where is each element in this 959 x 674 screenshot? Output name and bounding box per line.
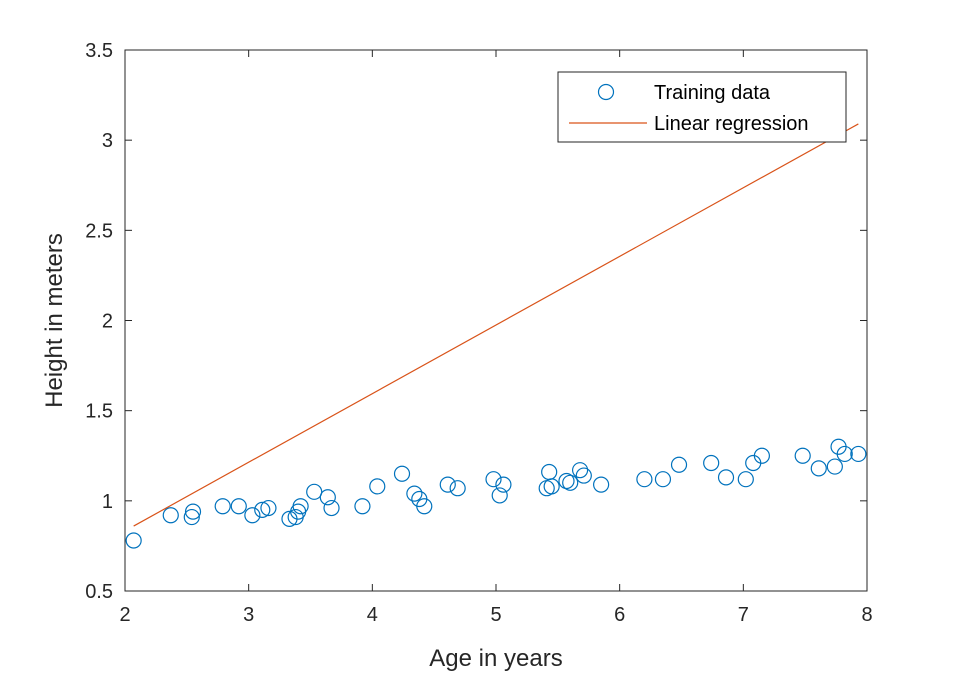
data-point [323,499,340,517]
data-point [230,498,247,515]
y-tick-label: 2.5 [85,220,113,242]
legend-entry-label: Linear regression [654,113,809,135]
data-point [670,456,688,473]
y-tick-label: 2 [102,311,113,333]
x-tick-label: 3 [243,604,254,626]
y-tick-label: 0.5 [85,581,113,603]
data-point [753,447,770,464]
data-point [439,476,456,493]
data-point [254,501,271,518]
data-point [416,498,433,515]
data-point [558,472,575,490]
data-point [654,471,672,488]
data-point [125,532,142,549]
data-point [495,476,512,493]
data-point [826,458,843,475]
legend-box [557,71,847,143]
regression-line [133,123,859,527]
data-point [354,498,371,515]
x-tick-label: 4 [367,604,378,626]
x-tick-label: 6 [614,604,625,626]
data-point [162,507,179,524]
data-layer [125,123,867,549]
data-point [636,471,653,488]
y-tick-label: 3.5 [85,40,113,62]
data-point [810,460,827,477]
data-point [485,471,502,488]
data-point [406,485,423,502]
data-point [184,503,202,520]
legend-marker-swatch [597,83,615,101]
data-point [593,476,610,493]
data-point [292,498,309,515]
y-tick-label: 3 [102,130,113,152]
data-point [214,498,231,515]
data-point [850,445,867,463]
x-tick-label: 5 [490,604,501,626]
data-point [306,483,323,500]
data-point [737,471,754,488]
legend-entry-label: Training data [654,82,771,104]
data-point [449,480,466,497]
y-tick-label: 1 [102,491,113,513]
data-point [319,489,336,506]
x-tick-label: 8 [861,604,872,626]
x-axis-label: Age in years [429,645,562,672]
x-tick-label: 2 [119,604,130,626]
axes-layer: 2 3 4 5 6 7 8 0.5 1 1.5 2 2.5 3 3.5 [85,40,872,626]
x-tick-label: 7 [738,604,749,626]
data-point [491,487,508,504]
y-tick-label: 1.5 [85,401,113,423]
data-point [717,469,735,486]
data-point [244,507,261,524]
legend: Training data Linear regression [557,71,847,143]
data-point [369,478,386,495]
data-point [260,499,277,517]
data-point [575,467,592,484]
data-point [393,465,411,482]
data-point [562,474,579,491]
data-point [836,445,853,463]
data-point [543,478,560,495]
data-point [571,462,589,479]
data-point [703,454,720,472]
data-point [183,508,200,526]
data-point [794,447,811,464]
y-axis-label: Height in meters [41,233,68,408]
data-point [541,463,558,481]
